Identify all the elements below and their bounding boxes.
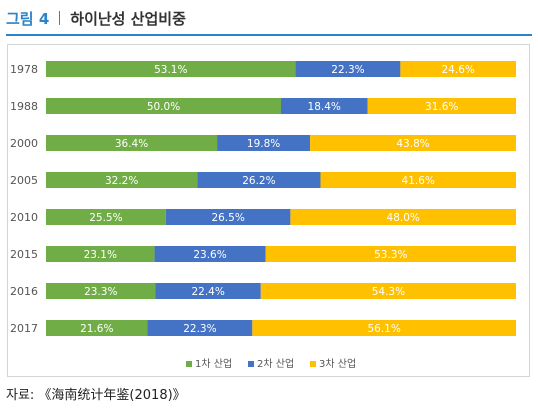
bar-segment: [281, 98, 368, 114]
data-label: 53.3%: [374, 249, 407, 261]
title-rule: [6, 34, 532, 36]
legend-swatch: [310, 361, 316, 367]
data-label: 53.1%: [154, 64, 187, 76]
data-label: 22.3%: [331, 64, 364, 76]
data-label: 23.1%: [84, 249, 117, 261]
data-label: 22.4%: [191, 286, 224, 298]
bar-segment: [265, 246, 516, 262]
bar-segment: [46, 98, 281, 114]
data-label: 32.2%: [105, 175, 138, 187]
bar-segment: [155, 283, 261, 299]
bar-segment: [46, 246, 155, 262]
data-label: 23.6%: [193, 249, 226, 261]
data-label: 22.3%: [183, 323, 216, 335]
source-note: 자료: 《海南统计年鉴(2018)》: [6, 388, 186, 403]
bar-segment: [46, 283, 156, 299]
bar-segment: [197, 172, 321, 188]
data-label: 43.8%: [396, 138, 429, 150]
bar-segment: [154, 246, 266, 262]
data-label: 19.8%: [247, 138, 280, 150]
category-label: 2005: [10, 174, 38, 187]
data-label: 24.6%: [442, 64, 475, 76]
bar-segment: [260, 283, 516, 299]
data-label: 41.6%: [402, 175, 435, 187]
category-label: 1988: [10, 100, 38, 113]
legend-swatch: [248, 361, 254, 367]
category-label: 2015: [10, 248, 38, 261]
legend-label: 3차 산업: [319, 357, 356, 370]
bar-segment: [46, 172, 198, 188]
bar-segment: [320, 172, 516, 188]
legend-swatch: [186, 361, 192, 367]
bar-segment: [46, 209, 166, 225]
category-label: 2017: [10, 322, 38, 335]
bar-segment: [367, 98, 516, 114]
figure-label: 그림 4: [6, 9, 50, 28]
data-label: 26.2%: [242, 175, 275, 187]
data-label: 18.4%: [308, 101, 341, 113]
bar-segment: [400, 61, 516, 77]
category-label: 2000: [10, 137, 38, 150]
data-label: 25.5%: [89, 212, 122, 224]
category-label: 2016: [10, 285, 38, 298]
bar-segment: [310, 135, 516, 151]
bar-segment: [252, 320, 516, 336]
bar-segment: [46, 61, 296, 77]
stacked-bar-chart: 1978 53.1% 22.3% 24.6% 1988 50.0% 18.4% 31.6% 20…: [10, 61, 516, 370]
data-label: 31.6%: [425, 101, 458, 113]
legend-label: 2차 산업: [257, 357, 294, 370]
bar-segment: [295, 61, 401, 77]
legend-label: 1차 산업: [195, 357, 232, 370]
title-separator: [59, 11, 61, 25]
bar-segment: [147, 320, 253, 336]
figure-title-text: 하이난성 산업비중: [70, 9, 186, 28]
bar-segment: [46, 320, 148, 336]
data-label: 54.3%: [372, 286, 405, 298]
data-label: 23.3%: [84, 286, 117, 298]
category-label: 1978: [10, 63, 38, 76]
data-label: 56.1%: [367, 323, 400, 335]
data-label: 48.0%: [387, 212, 420, 224]
bar-segment: [290, 209, 516, 225]
figure-title: 그림 4 하이난성 산업비중: [6, 6, 186, 30]
bar-segment: [217, 135, 311, 151]
data-label: 36.4%: [115, 138, 148, 150]
category-label: 2010: [10, 211, 38, 224]
data-label: 50.0%: [147, 101, 180, 113]
bar-segment: [46, 135, 218, 151]
bar-segment: [165, 209, 291, 225]
data-label: 26.5%: [211, 212, 244, 224]
data-label: 21.6%: [80, 323, 113, 335]
